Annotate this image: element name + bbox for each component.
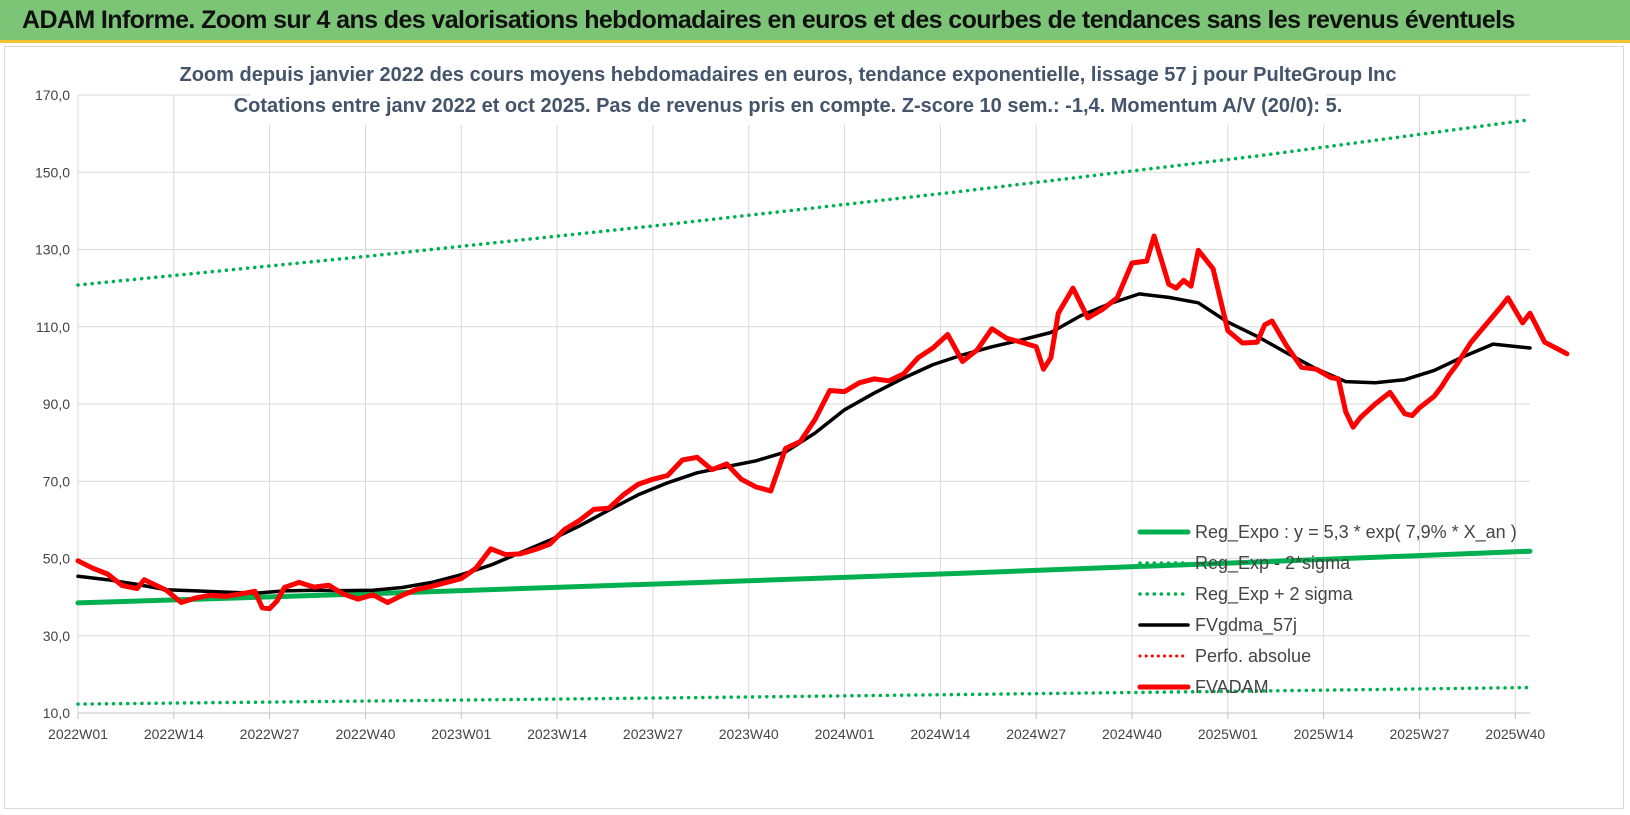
y-tick-label: 130,0	[35, 242, 70, 258]
chart-canvas: Zoom depuis janvier 2022 des cours moyen…	[35, 53, 1570, 742]
x-tick-label: 2025W14	[1294, 726, 1354, 742]
x-axis: 2022W01 2022W14 2022W27 2022W40 2023W01 2023W…	[48, 713, 1545, 742]
series-line-2	[76, 117, 1532, 287]
series-lines	[75, 117, 1570, 706]
report-header-bar: ADAM Informe. Zoom sur 4 ans des valoris…	[0, 0, 1630, 43]
legend-label: Reg_Exp - 2*sigma	[1195, 553, 1351, 574]
y-tick-label: 50,0	[43, 551, 70, 567]
x-tick-label: 2022W40	[335, 726, 395, 742]
chart-title-background	[251, 53, 1326, 125]
legend: Reg_Expo : y = 5,3 * exp( 7,9% * X_an ) R…	[1137, 522, 1517, 697]
x-tick-label: 2025W01	[1198, 726, 1258, 742]
legend-label: FVADAM	[1195, 677, 1269, 697]
report-title: ADAM Informe. Zoom sur 4 ans des valoris…	[22, 6, 1515, 34]
x-tick-label: 2025W40	[1485, 726, 1545, 742]
x-tick-label: 2022W14	[144, 726, 204, 742]
series-line-0	[75, 548, 1533, 606]
y-axis: 170,0 150,0 130,0 110,0 90,0 70,0 50,0 30,0 10,0	[35, 87, 70, 721]
grid-lines	[77, 94, 1530, 714]
x-tick-label: 2023W40	[719, 726, 779, 742]
y-tick-label: 90,0	[43, 396, 70, 412]
y-tick-label: 150,0	[35, 164, 70, 180]
legend-label: FVgdma_57j	[1195, 615, 1297, 636]
legend-label: Perfo. absolue	[1195, 646, 1311, 666]
x-tick-label: 2024W27	[1006, 726, 1066, 742]
series-line-5	[75, 233, 1570, 612]
chart-title-line-1: Zoom depuis janvier 2022 des cours moyen…	[179, 64, 1396, 86]
x-tick-label: 2023W27	[623, 726, 683, 742]
x-tick-label: 2023W14	[527, 726, 587, 742]
series-line-1	[76, 685, 1532, 706]
x-tick-label: 2022W01	[48, 726, 108, 742]
x-tick-label: 2024W40	[1102, 726, 1162, 742]
x-tick-label: 2025W27	[1389, 726, 1449, 742]
chart-title-line-2: Cotations entre janv 2022 et oct 2025. P…	[234, 95, 1343, 117]
x-tick-label: 2024W14	[910, 726, 970, 742]
series-line-3	[76, 292, 1532, 596]
y-tick-label: 170,0	[35, 87, 70, 103]
y-tick-label: 30,0	[43, 628, 70, 644]
y-tick-label: 110,0	[36, 319, 70, 335]
x-tick-label: 2022W27	[240, 726, 300, 742]
x-tick-label: 2023W01	[431, 726, 491, 742]
x-tick-label: 2024W01	[815, 726, 875, 742]
legend-label: Reg_Expo : y = 5,3 * exp( 7,9% * X_an )	[1195, 522, 1517, 543]
y-tick-label: 10,0	[43, 705, 70, 721]
chart-area: Zoom depuis janvier 2022 des cours moyen…	[4, 46, 1624, 809]
y-tick-label: 70,0	[43, 473, 70, 489]
legend-label: Reg_Exp + 2 sigma	[1195, 584, 1354, 605]
